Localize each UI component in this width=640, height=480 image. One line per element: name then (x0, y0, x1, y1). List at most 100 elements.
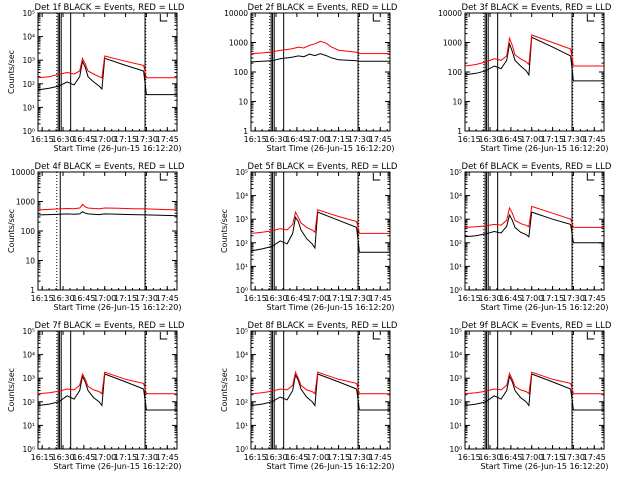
y-tick-label: 1 (243, 127, 248, 136)
y-axis-label: Counts/sec (7, 209, 16, 253)
x-tick-label: 17:30 (348, 453, 371, 462)
x-tick-label: 17:00 (306, 294, 329, 303)
x-tick-label: 16:30 (51, 294, 74, 303)
legend-bracket-mark (159, 14, 168, 22)
x-axis-label: Start Time (26-Jun-15 16:12:20) (267, 144, 395, 153)
lld-series-line (37, 203, 178, 211)
y-tick-label: 10² (449, 239, 462, 248)
y-tick-label: 10000 (11, 168, 35, 177)
y-tick-label: 10¹ (22, 421, 35, 430)
x-tick-label: 17:30 (562, 135, 585, 144)
x-tick-label: 17:30 (562, 294, 585, 303)
y-tick-label: 10³ (235, 215, 248, 224)
events-series-line (464, 373, 604, 411)
x-axis-label: Start Time (26-Jun-15 16:12:20) (481, 303, 609, 312)
y-axis-label: Counts/sec (7, 368, 16, 412)
plot-frame (250, 330, 391, 450)
plot-frame (464, 12, 605, 132)
x-tick-label: 16:45 (72, 294, 95, 303)
x-tick-label: 17:00 (306, 135, 329, 144)
x-tick-label: 17:15 (327, 135, 350, 144)
x-tick-label: 16:15 (31, 453, 54, 462)
y-tick-label: 1 (30, 286, 35, 295)
y-tick-label: 10⁴ (22, 33, 35, 42)
legend-bracket-mark (372, 173, 381, 181)
y-tick-label: 10⁰ (235, 445, 248, 454)
y-tick-label: 10⁵ (449, 327, 462, 336)
events-series-line (37, 211, 178, 217)
lld-series-line (37, 55, 177, 79)
plot-frame (464, 330, 605, 450)
x-tick-label: 17:00 (520, 294, 543, 303)
x-tick-label: 16:45 (285, 294, 308, 303)
y-tick-label: 10³ (449, 374, 462, 383)
events-series-line (37, 373, 177, 411)
legend-bracket-mark (586, 14, 595, 22)
plot-frame (37, 171, 178, 291)
events-series-line (250, 53, 390, 63)
plot-frame (250, 12, 391, 132)
y-tick-label: 1 (457, 127, 462, 136)
lld-series-line (464, 205, 604, 228)
legend-bracket-mark (372, 14, 381, 22)
events-series-line (250, 373, 390, 411)
panel-title: Det 8f BLACK = Events, RED = LLD (248, 321, 398, 331)
y-tick-label: 10⁴ (235, 351, 248, 360)
y-tick-label: 10³ (449, 215, 462, 224)
y-tick-label: 10 (25, 257, 35, 266)
legend-bracket-mark (372, 332, 381, 340)
x-tick-label: 17:00 (93, 294, 116, 303)
x-tick-label: 17:30 (562, 453, 585, 462)
y-axis-label: Counts/sec (220, 209, 229, 253)
legend-bracket-mark (159, 332, 168, 340)
x-tick-label: 17:30 (135, 294, 158, 303)
plot-frame (37, 12, 178, 132)
x-tick-label: 17:00 (93, 453, 116, 462)
x-tick-label: 17:30 (348, 294, 371, 303)
lld-series-line (37, 371, 177, 395)
x-axis-label: Start Time (26-Jun-15 16:12:20) (267, 303, 395, 312)
x-tick-label: 17:00 (520, 135, 543, 144)
x-tick-label: 17:15 (541, 294, 564, 303)
x-axis-label: Start Time (26-Jun-15 16:12:20) (54, 144, 182, 153)
y-tick-label: 10⁵ (235, 168, 248, 177)
y-tick-label: 10³ (22, 56, 35, 65)
y-tick-label: 10⁵ (22, 327, 35, 336)
x-tick-label: 16:15 (244, 453, 267, 462)
lld-series-line (250, 40, 390, 55)
y-tick-label: 10² (22, 80, 35, 89)
y-axis-label: Counts/sec (220, 368, 229, 412)
x-axis-label: Start Time (26-Jun-15 16:12:20) (481, 462, 609, 471)
y-tick-label: 10¹ (449, 421, 462, 430)
x-tick-label: 17:00 (306, 453, 329, 462)
y-tick-label: 1000 (16, 198, 35, 207)
y-tick-label: 10⁵ (235, 327, 248, 336)
panel-title: Det 9f BLACK = Events, RED = LLD (462, 321, 612, 331)
x-tick-label: 16:15 (31, 294, 54, 303)
x-tick-label: 17:45 (156, 294, 179, 303)
y-tick-label: 1000 (443, 39, 462, 48)
x-tick-label: 17:45 (583, 135, 606, 144)
y-tick-label: 10³ (235, 374, 248, 383)
x-tick-label: 16:15 (458, 453, 481, 462)
x-tick-label: 17:30 (135, 135, 158, 144)
x-axis-label: Start Time (26-Jun-15 16:12:20) (54, 303, 182, 312)
x-tick-label: 17:15 (541, 453, 564, 462)
panel-title: Det 3f BLACK = Events, RED = LLD (462, 3, 612, 13)
y-tick-label: 10¹ (22, 103, 35, 112)
x-tick-label: 17:45 (156, 453, 179, 462)
x-axis-label: Start Time (26-Jun-15 16:12:20) (481, 144, 609, 153)
y-tick-label: 10⁰ (449, 445, 462, 454)
lld-series-line (464, 34, 604, 67)
panel-title: Det 4f BLACK = Events, RED = LLD (35, 162, 185, 172)
y-tick-label: 10 (452, 98, 462, 107)
y-tick-label: 10² (235, 239, 248, 248)
y-tick-label: 10⁴ (449, 351, 462, 360)
lld-series-line (464, 371, 604, 395)
x-tick-label: 16:15 (244, 294, 267, 303)
